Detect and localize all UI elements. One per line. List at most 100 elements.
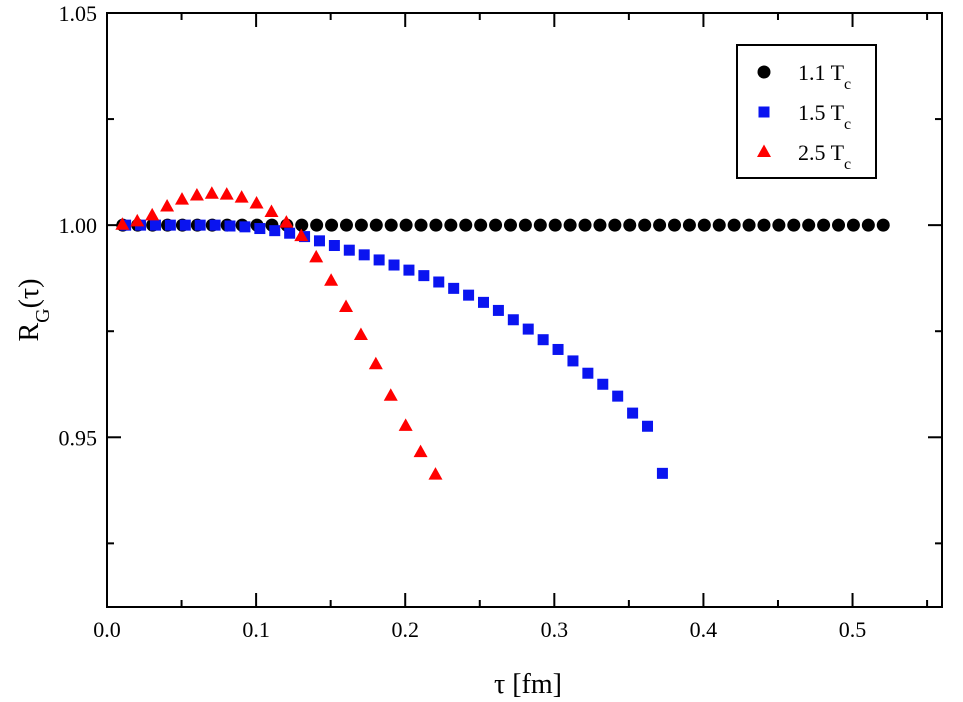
data-point-square — [343, 244, 355, 256]
axis-ticks: 0.0 0.1 0.2 0.3 0.4 0.5 0.95 1.00 1.05 — [59, 1, 942, 642]
data-point-square — [492, 304, 504, 316]
data-point-circle — [712, 218, 726, 232]
legend-label-base: 1.5 T — [798, 100, 845, 125]
legend-label: 1.1 Tc — [798, 60, 851, 93]
data-point-square — [254, 223, 266, 235]
data-point-square — [448, 282, 460, 294]
data-point-square — [179, 219, 191, 231]
data-point-square — [373, 254, 385, 266]
data-point-triangle — [204, 186, 219, 199]
legend-entry: 1.1 Tc — [757, 60, 851, 93]
data-point-circle — [832, 218, 846, 232]
data-point-square — [627, 407, 639, 419]
data-point-triangle — [219, 187, 234, 200]
data-point-square — [209, 219, 221, 231]
legend-marker-triangle — [757, 144, 771, 157]
plot-frame — [106, 12, 943, 608]
data-point-square — [164, 219, 176, 231]
data-point-circle — [623, 218, 637, 232]
data-point-triangle — [130, 213, 145, 227]
data-point-square — [149, 219, 161, 231]
legend-label-sub: c — [844, 116, 851, 133]
legend-marker-circle — [757, 65, 771, 79]
data-point-square — [567, 355, 579, 367]
data-point-square — [284, 227, 296, 239]
data-point-triangle — [398, 418, 413, 431]
data-point-circle — [578, 218, 592, 232]
data-point-square — [477, 296, 489, 308]
data-point-square — [328, 240, 340, 252]
data-point-square — [358, 249, 370, 261]
data-point-circle — [876, 218, 890, 232]
data-point-square — [537, 334, 549, 346]
data-point-circle — [339, 218, 353, 232]
data-point-circle — [399, 218, 413, 232]
data-point-triangle — [353, 327, 368, 341]
data-point-circle — [384, 218, 398, 232]
data-point-square — [507, 314, 519, 326]
data-point-circle — [846, 218, 860, 232]
data-point-triangle — [189, 187, 204, 201]
y-axis-title-base: R — [14, 323, 45, 342]
data-point-triangle — [145, 207, 160, 221]
legend-label-base: 1.1 T — [798, 60, 845, 85]
data-point-square — [597, 378, 609, 390]
data-point-square — [418, 270, 430, 282]
data-point-triangle — [234, 190, 249, 203]
data-point-circle — [787, 218, 801, 232]
data-point-circle — [414, 218, 428, 232]
data-point-circle — [518, 218, 532, 232]
y-tick-label: 1.05 — [59, 1, 98, 26]
data-point-circle — [697, 218, 711, 232]
legend-label-sub: c — [844, 76, 851, 93]
data-point-square — [642, 420, 654, 432]
data-point-circle — [295, 218, 309, 232]
data-point-triangle — [368, 356, 383, 370]
data-point-square — [656, 467, 668, 479]
data-point-circle — [593, 218, 607, 232]
legend-label-base: 2.5 T — [798, 140, 845, 165]
x-tick-label: 0.4 — [690, 617, 718, 642]
legend-label: 2.5 Tc — [798, 140, 851, 173]
data-point-triangle — [383, 388, 398, 401]
data-point-triangle — [115, 217, 130, 230]
data-point-circle — [817, 218, 831, 232]
data-point-triangle — [309, 249, 324, 263]
data-point-square — [224, 220, 236, 232]
data-point-circle — [638, 218, 652, 232]
data-point-circle — [772, 218, 786, 232]
y-tick-label: 1.00 — [59, 213, 98, 238]
x-tick-label: 0.3 — [541, 617, 569, 642]
data-point-circle — [489, 218, 503, 232]
x-tick-label: 0.0 — [93, 617, 121, 642]
legend-entry: 2.5 Tc — [757, 140, 851, 173]
data-point-triangle — [249, 196, 264, 209]
data-point-triangle — [428, 467, 443, 480]
data-point-square — [403, 264, 415, 276]
series-triangle — [115, 186, 443, 480]
data-point-square — [269, 225, 281, 237]
data-point-circle — [325, 218, 339, 232]
data-point-triangle — [339, 299, 354, 313]
data-point-square — [522, 323, 534, 335]
data-point-square — [582, 367, 594, 379]
data-point-triangle — [175, 192, 190, 205]
data-point-circle — [742, 218, 756, 232]
data-point-circle — [459, 218, 473, 232]
x-tick-label: 0.1 — [242, 617, 270, 642]
data-point-square — [612, 390, 624, 402]
data-point-circle — [533, 218, 547, 232]
data-point-circle — [369, 218, 383, 232]
data-point-circle — [653, 218, 667, 232]
data-point-square — [194, 219, 206, 231]
data-point-triangle — [294, 228, 309, 242]
data-point-circle — [503, 218, 517, 232]
data-point-circle — [727, 218, 741, 232]
data-point-triangle — [413, 444, 428, 458]
y-axis-title: RG(τ) — [14, 278, 54, 341]
data-point-triangle — [160, 198, 175, 212]
data-point-circle — [548, 218, 562, 232]
data-point-triangle — [279, 215, 294, 228]
data-point-circle — [802, 218, 816, 232]
